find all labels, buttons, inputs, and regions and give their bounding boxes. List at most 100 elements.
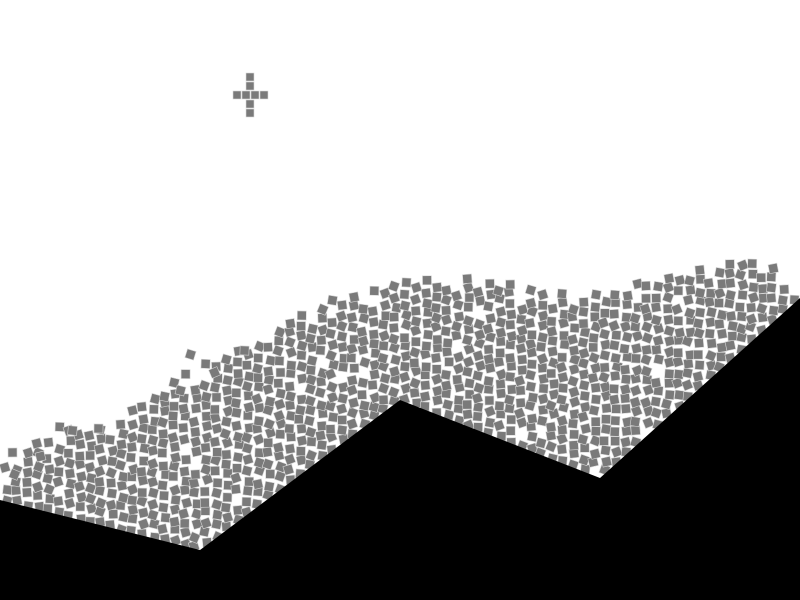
pile-block: [566, 333, 579, 346]
pile-block: [254, 402, 265, 414]
pile-block: [705, 306, 718, 318]
pile-block: [240, 431, 254, 444]
pile-block: [32, 460, 45, 473]
pile-block: [336, 299, 348, 311]
pile-block: [305, 373, 318, 386]
pile-block: [621, 299, 633, 310]
pile-block: [462, 399, 473, 410]
spawner-block: [245, 72, 255, 82]
pile-block: [368, 316, 380, 328]
pile-block: [275, 367, 286, 378]
pile-block: [515, 397, 526, 409]
pile-block: [284, 318, 296, 330]
pile-block: [304, 332, 317, 345]
pile-block: [304, 394, 317, 407]
pile-block: [93, 465, 106, 478]
pile-block: [147, 444, 159, 457]
pile-block: [104, 434, 116, 446]
pile-block: [200, 358, 211, 369]
pile-block: [682, 294, 695, 306]
pile-block: [577, 347, 591, 360]
pile-block: [737, 289, 748, 301]
pile-block: [661, 291, 675, 304]
pile-block: [146, 498, 159, 511]
pile-block: [504, 352, 516, 364]
pile-block: [599, 349, 611, 362]
pile-block: [146, 475, 159, 489]
pile-block: [587, 372, 599, 384]
pile-block: [482, 300, 494, 312]
pile-block: [200, 442, 211, 453]
pile-block: [555, 393, 568, 406]
pile-block: [399, 289, 410, 300]
pile-block: [127, 513, 138, 524]
pile-block: [724, 339, 737, 352]
falling-block: [158, 390, 171, 403]
pile-block: [505, 298, 515, 309]
pile-block: [358, 356, 371, 369]
pile-block: [713, 286, 727, 300]
pile-block: [723, 267, 736, 279]
spawner-block: [245, 81, 255, 91]
pile-block: [589, 301, 601, 313]
pile-block: [629, 416, 641, 428]
pile-block: [503, 394, 516, 406]
pile-block: [766, 292, 777, 304]
pile-block: [619, 343, 630, 355]
pile-block: [315, 345, 326, 356]
pile-block: [158, 490, 170, 501]
pile-block: [569, 322, 580, 334]
falling-block: [208, 366, 221, 379]
pile-block: [683, 274, 696, 287]
pile-block: [379, 299, 392, 312]
pile-block: [179, 466, 190, 477]
pile-block: [536, 352, 549, 365]
pile-block: [620, 373, 632, 385]
pile-block: [484, 312, 497, 325]
pile-block: [283, 453, 297, 466]
pile-block: [250, 392, 264, 406]
pile-block: [747, 258, 758, 269]
spawner-block: [232, 90, 242, 100]
pile-block: [381, 311, 391, 321]
pile-block: [557, 382, 569, 394]
pile-block: [304, 426, 317, 439]
pile-block: [517, 364, 528, 376]
pile-block: [262, 365, 274, 377]
pile-block: [314, 429, 327, 442]
pile-block: [53, 454, 66, 468]
falling-block: [8, 468, 21, 481]
pile-block: [463, 302, 474, 313]
pile-block: [44, 463, 56, 475]
pile-block: [306, 323, 319, 335]
pile-block: [188, 531, 201, 544]
pile-block: [568, 344, 580, 357]
pile-block: [241, 380, 254, 393]
pile-block: [683, 306, 696, 320]
pile-block: [230, 420, 243, 432]
pile-block: [229, 471, 243, 485]
pile-block: [220, 458, 232, 470]
pile-block: [685, 284, 696, 296]
pile-block: [75, 501, 86, 512]
pile-block: [200, 391, 213, 403]
pile-block: [693, 349, 704, 360]
pile-block: [727, 331, 738, 342]
pile-block: [233, 368, 244, 379]
spawner-cursor[interactable]: [232, 72, 269, 118]
pile-block: [527, 330, 537, 340]
pile-block: [241, 360, 252, 371]
pile-block: [579, 422, 592, 435]
pile-block: [724, 289, 737, 301]
pile-block: [316, 420, 328, 432]
pile-block: [157, 428, 169, 440]
pile-block: [748, 269, 758, 279]
pile-block: [622, 290, 634, 302]
pile-block: [212, 447, 222, 458]
pile-block: [296, 310, 307, 321]
pile-block: [337, 381, 350, 394]
pile-block: [536, 288, 549, 301]
pile-block: [440, 379, 453, 392]
